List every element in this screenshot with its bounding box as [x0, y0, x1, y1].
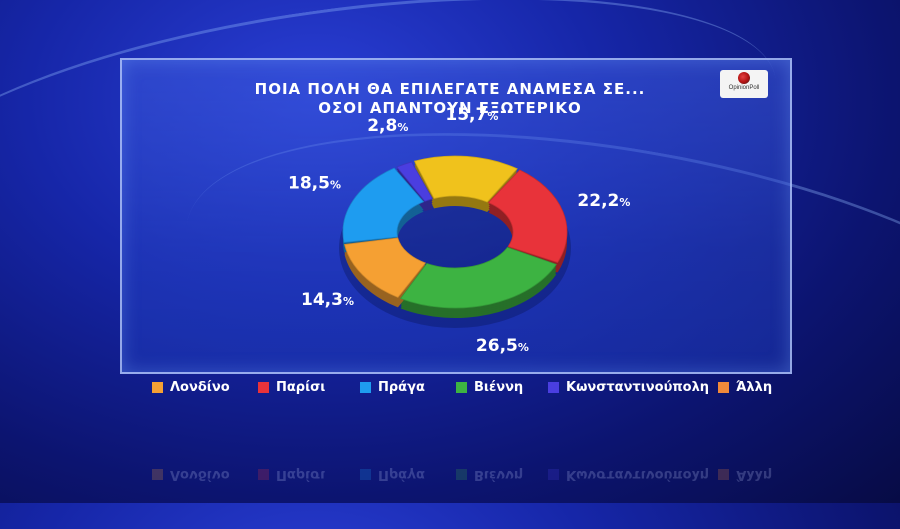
chart-legend: Λονδίνο Παρίσι Πράγα Βιέννη Κωνσταντινούπολη… [0, 380, 900, 404]
legend-swatch-5 [548, 382, 559, 393]
donut-chart: 15,7% 22,2% 26,5% 14,3% 18,5% 2,8% [288, 105, 630, 356]
legend-swatch-4 [456, 382, 467, 393]
donut-slice-3 [342, 167, 425, 243]
legend-swatch-1 [152, 469, 163, 480]
legend-label-5: Κωνσταντινούπολη [566, 380, 710, 395]
legend-reflection-item-3: Πράγα [360, 467, 425, 482]
legend-label-6: Άλλη [736, 467, 773, 482]
legend-swatch-2 [258, 382, 269, 393]
legend-label-3: Πράγα [378, 380, 425, 395]
legend-item-3: Πράγα [360, 380, 425, 395]
value-label-1: 14,3% [301, 290, 354, 310]
legend-label-2: Παρίσι [276, 380, 326, 395]
legend-swatch-6 [718, 469, 729, 480]
logo-mark-icon [738, 72, 750, 84]
opinionpoll-logo: OpinionPoll [720, 70, 768, 98]
legend-item-6: Άλλη [718, 380, 772, 395]
legend-label-6: Άλλη [736, 380, 773, 395]
legend-reflection-item-5: Κωνσταντινούπολη [548, 467, 709, 482]
legend-item-4: Βιέννη [456, 380, 523, 395]
legend-swatch-6 [718, 382, 729, 393]
legend-reflection-item-4: Βιέννη [456, 467, 523, 482]
legend-swatch-3 [360, 469, 371, 480]
legend-label-1: Λονδίνο [170, 467, 230, 482]
legend-label-5: Κωνσταντινούπολη [566, 467, 710, 482]
legend-label-3: Πράγα [378, 467, 425, 482]
logo-text: OpinionPoll [728, 85, 760, 91]
legend-label-1: Λονδίνο [170, 380, 230, 395]
chart-title-line-2: ΟΣΟΙ ΑΠΑΝΤΟΥΝ ΕΞΩΤΕΡΙΚΟ [318, 99, 582, 117]
legend-reflection-item-6: Άλλη [718, 467, 772, 482]
legend-swatch-3 [360, 382, 371, 393]
donut-slice-5 [396, 161, 434, 202]
legend-label-2: Παρίσι [276, 467, 326, 482]
legend-swatch-2 [258, 469, 269, 480]
legend-swatch-1 [152, 382, 163, 393]
legend-item-1: Λονδίνο [152, 380, 230, 395]
value-label-6: 15,7% [445, 105, 498, 125]
value-label-3: 18,5% [288, 173, 341, 193]
chart-title-line-1: ΠΟΙΑ ΠΟΛΗ ΘΑ ΕΠΙΛΕΓΑΤΕ ΑΝΑΜΕΣΑ ΣΕ... [254, 80, 646, 98]
legend-item-5: Κωνσταντινούπολη [548, 380, 709, 395]
value-label-4: 26,5% [476, 336, 529, 356]
donut-slice-4 [399, 246, 557, 309]
chart-panel [120, 58, 792, 374]
value-label-5: 2,8% [367, 116, 408, 136]
legend-swatch-4 [456, 469, 467, 480]
legend-label-4: Βιέννη [474, 380, 524, 395]
donut-slice-6 [413, 155, 518, 203]
donut-slice-1 [344, 237, 427, 298]
legend-reflection: Λονδίνο Παρίσι Πράγα Βιέννη Κωνσταντινούπολη… [0, 462, 900, 482]
legend-item-2: Παρίσι [258, 380, 325, 395]
legend-reflection-item-1: Λονδίνο [152, 467, 230, 482]
legend-swatch-5 [548, 469, 559, 480]
legend-label-4: Βιέννη [474, 467, 524, 482]
legend-reflection-item-2: Παρίσι [258, 467, 325, 482]
donut-slice-2 [487, 169, 568, 263]
value-label-2: 22,2% [577, 191, 630, 211]
